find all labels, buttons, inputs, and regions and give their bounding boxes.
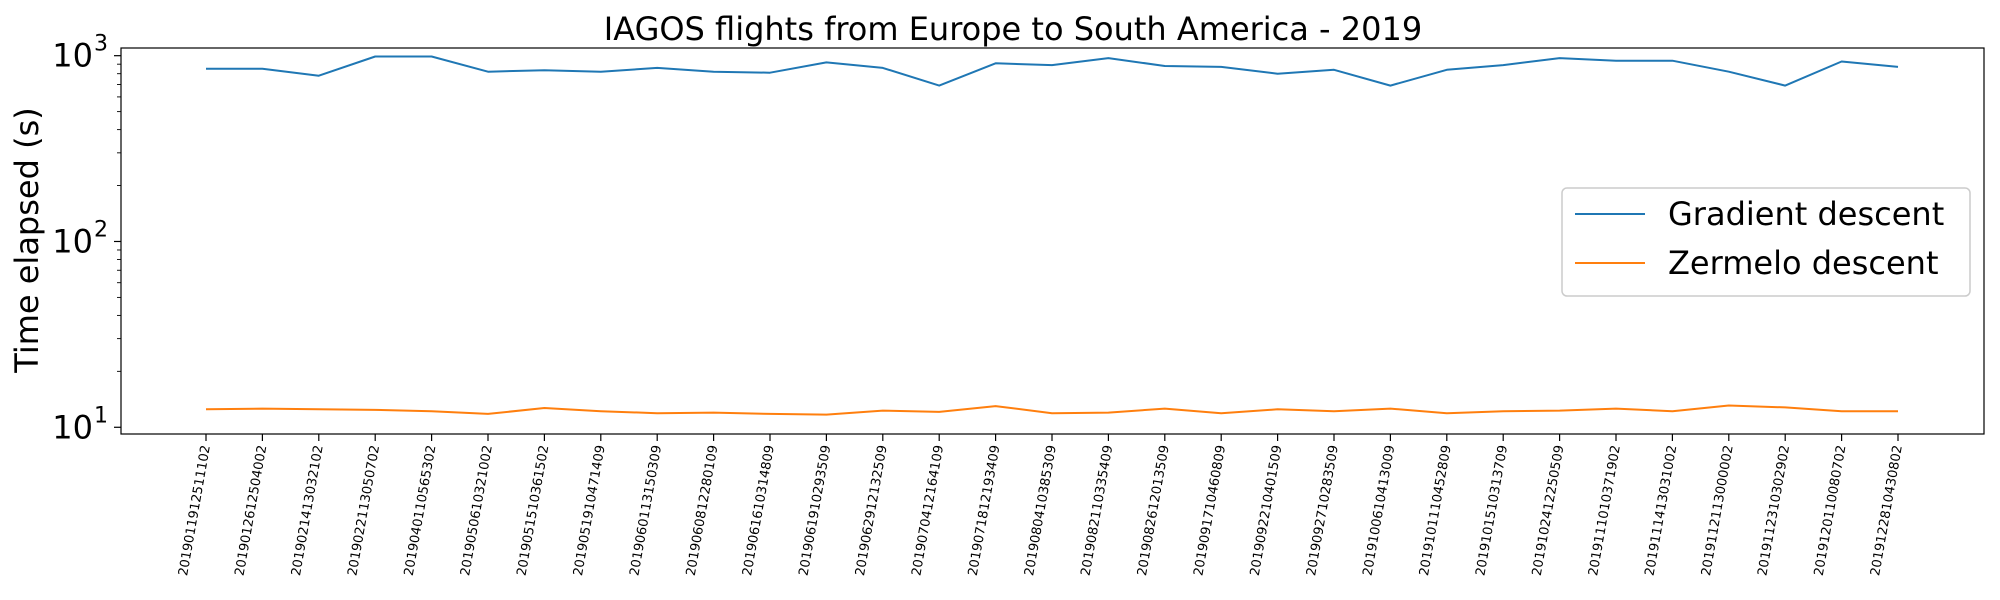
x-tick-label: 2019060812280109 [684, 444, 722, 577]
chart-title: IAGOS flights from Europe to South Ameri… [604, 10, 1422, 48]
series-line-zermelo-descent [205, 404, 1898, 416]
x-tick-label: 2019021413032102 [289, 444, 327, 577]
x-tick-label: 2019051910471409 [571, 444, 609, 577]
x-tick-label: 2019060113150309 [627, 444, 665, 577]
y-tick-exponent: 1 [94, 403, 108, 428]
x-tick-label: 2019101110452809 [1417, 444, 1455, 577]
y-tick-label: 10 [52, 37, 93, 75]
legend: Gradient descent Zermelo descent [1561, 187, 1971, 297]
x-tick-label: 2019112310302902 [1755, 444, 1793, 577]
x-tick-label: 2019082612013509 [1135, 444, 1173, 577]
x-tick-label: 2019102412250509 [1530, 444, 1568, 577]
x-tick-label: 2019082110335409 [1079, 444, 1117, 577]
x-tick-label: 2019070412164109 [909, 444, 947, 577]
x-tick-label: 2019061610314809 [740, 444, 778, 577]
x-tick-label: 2019040110565302 [402, 444, 440, 577]
x-tick-label: 2019061910293509 [797, 444, 835, 577]
series-line-gradient-descent [206, 55, 1899, 87]
x-tick-label: 2019111413031002 [1643, 444, 1681, 577]
legend-label-zermelo-descent: Zermelo descent [1668, 244, 1938, 282]
x-axis: 2019011912511102 2019012612504002 20190214… [176, 434, 1906, 577]
x-tick-label: 2019071812193409 [966, 444, 1004, 577]
legend-box [1561, 187, 1971, 297]
x-tick-label: 2019012612504002 [233, 444, 271, 577]
y-tick-label: 10 [52, 408, 93, 446]
x-tick-label: 2019100610413009 [1361, 444, 1399, 577]
x-tick-label: 2019080410385309 [1022, 444, 1060, 577]
x-tick-label: 2019091710460809 [1191, 444, 1229, 577]
x-tick-label: 2019011912511102 [176, 444, 214, 577]
y-tick-exponent: 2 [94, 217, 108, 242]
x-tick-label: 2019092710283509 [1304, 444, 1342, 577]
legend-label-gradient-descent: Gradient descent [1668, 195, 1944, 233]
x-tick-label: 2019092210401509 [1248, 444, 1286, 577]
x-tick-label: 2019050610321002 [458, 444, 496, 577]
x-tick-label: 2019022113050702 [345, 444, 383, 577]
x-tick-label: 2019111010371902 [1586, 444, 1624, 577]
x-tick-label: 2019122810430802 [1868, 444, 1906, 577]
x-tick-label: 2019120110080702 [1812, 444, 1850, 577]
y-tick-label: 10 [52, 222, 93, 260]
series-layer [205, 55, 1899, 416]
x-tick-label: 2019062912132509 [853, 444, 891, 577]
x-tick-label: 2019101510313709 [1473, 444, 1511, 577]
y-tick-exponent: 3 [94, 32, 108, 57]
y-axis-label: Time elapsed (s) [8, 107, 46, 373]
x-tick-label: 2019051510361502 [515, 444, 553, 577]
x-tick-label: 2019112113000002 [1699, 444, 1737, 577]
